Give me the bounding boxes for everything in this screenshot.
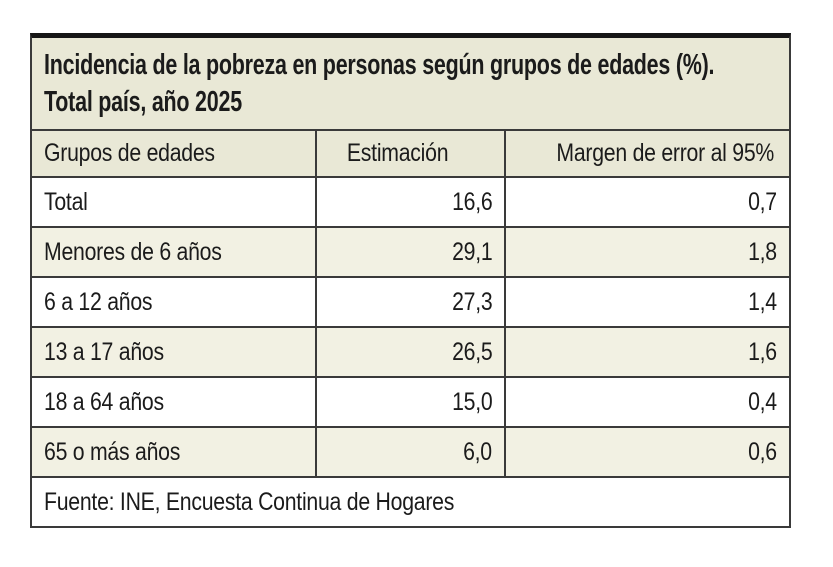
row-margin-value: 1,8 (504, 228, 789, 276)
table-row-under6: Menores de 6 años 29,1 1,8 (32, 226, 789, 276)
column-header-groups: Grupos de edades (44, 139, 215, 167)
row-margin-value: 1,6 (504, 328, 789, 376)
table-title: Incidencia de la pobreza en personas seg… (32, 38, 789, 129)
table-title-line2: Total país, año 2025 (44, 86, 242, 118)
row-label: 6 a 12 años (44, 287, 153, 316)
table-row-6to12: 6 a 12 años 27,3 1,4 (32, 276, 789, 326)
row-label: 18 a 64 años (44, 387, 164, 416)
column-header-estimate: Estimación (315, 131, 504, 176)
table-row-13to17: 13 a 17 años 26,5 1,6 (32, 326, 789, 376)
row-margin-value: 0,6 (504, 428, 789, 476)
table-row-65plus: 65 o más años 6,0 0,6 (32, 426, 789, 476)
row-label: 65 o más años (44, 437, 181, 466)
poverty-incidence-table: Incidencia de la pobreza en personas seg… (30, 33, 791, 528)
table-source-note: Fuente: INE, Encuesta Continua de Hogare… (32, 476, 789, 526)
row-estimate-value: 16,6 (315, 178, 504, 226)
row-margin-value: 0,4 (504, 378, 789, 426)
row-margin-value: 1,4 (504, 278, 789, 326)
table-row-total: Total 16,6 0,7 (32, 176, 789, 226)
row-estimate-value: 26,5 (315, 328, 504, 376)
row-label: 13 a 17 años (44, 337, 164, 366)
row-estimate-value: 6,0 (315, 428, 504, 476)
row-label: Menores de 6 años (44, 237, 222, 266)
table-row-18to64: 18 a 64 años 15,0 0,4 (32, 376, 789, 426)
row-label: Total (44, 187, 88, 216)
row-estimate-value: 29,1 (315, 228, 504, 276)
row-estimate-value: 27,3 (315, 278, 504, 326)
table-header-row: Grupos de edades Estimación Margen de er… (32, 129, 789, 176)
table-title-line1: Incidencia de la pobreza en personas seg… (44, 49, 715, 81)
row-estimate-value: 15,0 (315, 378, 504, 426)
column-header-margin: Margen de error al 95% (504, 131, 789, 176)
row-margin-value: 0,7 (504, 178, 789, 226)
